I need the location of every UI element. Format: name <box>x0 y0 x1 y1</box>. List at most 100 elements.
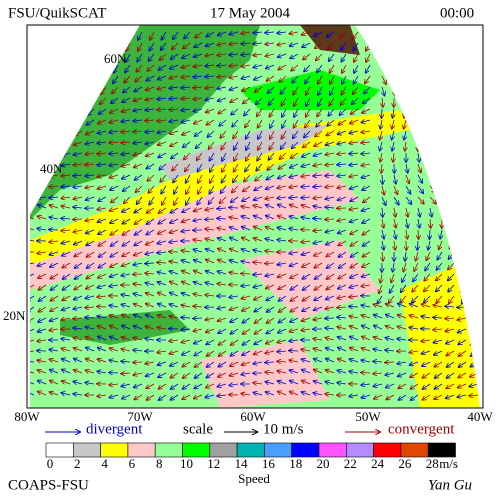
wind-arrow <box>265 197 275 199</box>
wind-arrow <box>304 64 311 72</box>
wind-arrow <box>99 108 107 114</box>
wind-arrow <box>338 229 347 233</box>
wind-arrow <box>205 219 215 220</box>
wind-arrow <box>97 371 107 373</box>
wind-arrow <box>314 284 323 290</box>
wind-arrow <box>380 130 382 140</box>
wind-arrow <box>278 392 287 396</box>
wind-arrow <box>337 296 347 298</box>
wind-arrow <box>158 142 167 145</box>
wind-arrow <box>353 42 359 51</box>
wind-arrow <box>325 153 335 155</box>
wind-arrow <box>61 393 71 395</box>
wind-arrow <box>209 185 215 194</box>
wind-arrow <box>325 382 335 384</box>
wind-arrow <box>439 240 443 249</box>
wind-arrow <box>38 205 47 209</box>
wind-arrow <box>475 295 478 304</box>
wind-arrow <box>301 252 311 255</box>
wind-arrow <box>205 65 215 66</box>
wind-arrow <box>78 86 83 95</box>
wind-arrow <box>381 75 386 84</box>
wind-arrow <box>278 274 287 277</box>
wind-arrow <box>74 358 83 363</box>
wind-arrow <box>459 361 467 367</box>
wind-arrow <box>405 31 412 39</box>
wind-arrow <box>434 394 443 399</box>
wind-arrow <box>340 42 347 50</box>
wind-arrow <box>186 196 191 205</box>
wind-arrow <box>173 31 179 39</box>
wind-arrow <box>50 318 59 321</box>
wind-arrow <box>100 31 107 39</box>
wind-arrow <box>244 108 251 116</box>
wind-arrow <box>97 186 107 189</box>
wind-arrow <box>88 97 95 105</box>
wind-arrow <box>254 185 263 190</box>
wind-arrow <box>30 317 35 323</box>
wind-arrow <box>50 152 59 157</box>
wind-arrow <box>30 239 35 242</box>
wind-arrow <box>301 329 311 330</box>
wind-arrow <box>150 31 155 40</box>
wind-arrow <box>385 338 395 340</box>
wind-arrow <box>230 249 239 253</box>
wind-arrow <box>73 307 83 309</box>
wind-arrow <box>382 218 384 228</box>
wind-arrow <box>87 108 95 115</box>
wind-arrow <box>109 384 119 385</box>
wind-arrow <box>330 86 335 95</box>
wind-arrow <box>392 141 394 151</box>
wind-arrow <box>97 131 107 133</box>
wind-arrow <box>349 306 359 307</box>
wind-arrow <box>146 153 155 156</box>
wind-arrow <box>86 119 95 125</box>
wind-arrow <box>50 262 59 267</box>
wind-arrow <box>313 197 323 198</box>
wind-arrow <box>394 218 396 228</box>
time: 00:00 <box>440 5 474 21</box>
wind-arrow <box>37 329 47 332</box>
wind-arrow <box>342 75 347 84</box>
wind-arrow <box>349 316 359 318</box>
wind-arrow <box>266 205 275 208</box>
wind-arrow <box>210 163 215 172</box>
wind-arrow <box>146 229 155 235</box>
wind-arrow <box>73 175 83 176</box>
wind-arrow <box>231 339 239 345</box>
wind-arrow <box>109 120 119 123</box>
wind-arrow <box>148 185 155 193</box>
wind-arrow <box>453 152 459 161</box>
wind-arrow <box>424 273 431 281</box>
wind-arrow <box>170 372 179 378</box>
wind-arrow <box>350 186 359 189</box>
wind-arrow <box>218 108 227 114</box>
wind-arrow <box>158 75 167 80</box>
wind-arrow <box>266 75 275 81</box>
wind-arrow <box>38 43 47 46</box>
wind-arrow <box>170 394 179 400</box>
wind-arrow <box>445 318 455 319</box>
wind-arrow <box>102 64 107 73</box>
wind-arrow <box>409 327 419 329</box>
wind-arrow <box>278 295 287 301</box>
wind-arrow <box>412 295 419 302</box>
wind-arrow <box>465 196 471 205</box>
wind-arrow <box>149 196 155 205</box>
wind-arrow <box>441 152 446 161</box>
colorbar-swatch <box>345 442 374 458</box>
wind-arrow <box>417 53 421 62</box>
wind-arrow <box>325 197 335 199</box>
wind-arrow <box>291 152 299 158</box>
wind-arrow <box>314 295 323 300</box>
wind-arrow <box>193 240 203 241</box>
wind-arrow <box>302 273 311 279</box>
wind-arrow <box>75 273 83 279</box>
wind-arrow <box>313 241 323 244</box>
wind-arrow <box>266 284 275 288</box>
wind-arrow <box>416 119 418 129</box>
wind-arrow <box>97 175 107 177</box>
wind-arrow <box>181 109 191 111</box>
wind-arrow <box>277 361 287 362</box>
wind-arrow <box>218 318 227 321</box>
